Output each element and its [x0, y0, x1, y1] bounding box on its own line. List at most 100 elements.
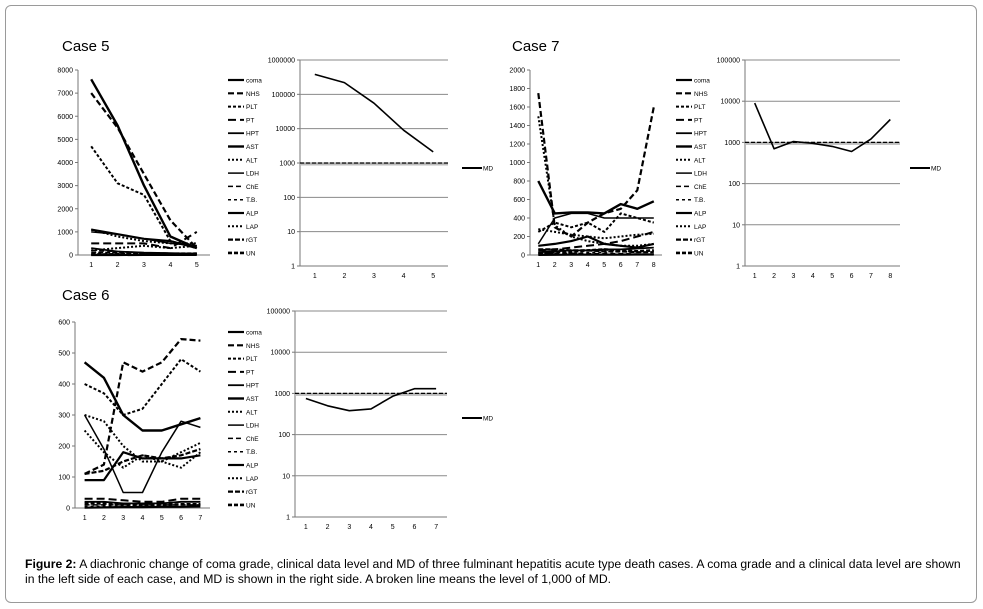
- x-tick-label: 8: [652, 262, 656, 269]
- x-tick-label: 3: [372, 273, 376, 280]
- y-tick-label: 10: [287, 229, 295, 236]
- series-line-alp: [538, 235, 655, 249]
- x-tick-label: 1: [753, 273, 757, 280]
- legend-label: LAP: [694, 224, 706, 231]
- y-tick-label: 100000: [272, 92, 295, 99]
- y-tick-label: 0: [69, 253, 73, 260]
- x-tick-label: 3: [121, 515, 125, 522]
- legend-label: coma: [246, 330, 262, 337]
- series-line-ldh: [83, 414, 201, 494]
- x-tick-label: 3: [347, 524, 351, 531]
- legend-label: PLT: [694, 104, 705, 111]
- y-tick-label: 200: [513, 234, 525, 241]
- y-tick-label: 4000: [57, 160, 73, 167]
- y-tick-label: 2000: [57, 206, 73, 213]
- legend-label: PT: [694, 117, 702, 124]
- legend-label: LDH: [694, 171, 707, 178]
- legend-label: ALT: [246, 157, 257, 164]
- legend-label: rGT: [694, 237, 705, 244]
- legend-label: NHS: [694, 91, 708, 98]
- series-line-alp: [91, 228, 198, 250]
- legend-label: UN: [694, 250, 704, 257]
- y-tick-label: 0: [66, 506, 70, 513]
- chart-title: Case 5: [62, 38, 110, 55]
- y-tick-label: 1000: [509, 160, 525, 167]
- x-tick-label: 7: [635, 262, 639, 269]
- series-line-un: [84, 502, 201, 507]
- series-line-nhs: [537, 92, 655, 238]
- caption-text: A diachronic change of coma grade, clini…: [25, 557, 961, 586]
- y-tick-label: 1: [736, 264, 740, 271]
- y-tick-label: 500: [58, 351, 70, 358]
- series-line-rgt: [84, 448, 201, 475]
- legend-label: AST: [694, 144, 707, 151]
- case5-md-chart: 1 10 100 1000 10000 100000 1000000 1 2 3 4 5 MD: [268, 58, 494, 281]
- legend-label: T.B.: [246, 449, 257, 456]
- x-tick-label: 3: [791, 273, 795, 280]
- y-tick-label: 1000: [274, 391, 290, 398]
- series-line-alt: [537, 116, 654, 247]
- series-line-lap: [83, 429, 202, 469]
- series-line-ast: [83, 361, 201, 432]
- x-tick-label: 1: [89, 262, 93, 269]
- legend-label: rGT: [246, 237, 257, 244]
- series-line-ast: [90, 78, 198, 250]
- y-tick-label: 100000: [717, 58, 740, 65]
- legend-label: NHS: [246, 91, 260, 98]
- series-line-plt: [84, 358, 201, 416]
- x-tick-label: 2: [342, 273, 346, 280]
- x-tick-label: 4: [168, 262, 172, 269]
- legend-label: MD: [931, 166, 941, 173]
- legend-label: PLT: [246, 356, 257, 363]
- legend-label: PLT: [246, 104, 257, 111]
- x-tick-label: 7: [198, 515, 202, 522]
- x-tick-label: 4: [402, 273, 406, 280]
- y-tick-label: 100000: [267, 309, 290, 316]
- x-tick-label: 4: [586, 262, 590, 269]
- legend-label: ALP: [246, 463, 258, 470]
- y-tick-label: 10000: [721, 99, 741, 106]
- x-tick-label: 6: [619, 262, 623, 269]
- y-tick-label: 400: [513, 216, 525, 223]
- x-tick-label: 2: [326, 524, 330, 531]
- figure-caption: Figure 2: A diachronic change of coma gr…: [25, 557, 970, 587]
- x-tick-label: 4: [369, 524, 373, 531]
- y-tick-label: 600: [58, 320, 70, 327]
- x-tick-label: 6: [850, 273, 854, 280]
- chart-title: Case 6: [62, 287, 110, 304]
- legend-label: HPT: [694, 131, 707, 138]
- y-tick-label: 200: [58, 444, 70, 451]
- legend-label: ALP: [246, 211, 258, 218]
- y-tick-label: 1000: [279, 161, 295, 168]
- x-tick-label: 2: [102, 515, 106, 522]
- y-tick-label: 300: [58, 413, 70, 420]
- y-tick-label: 1: [291, 264, 295, 271]
- legend-label: MD: [483, 416, 493, 423]
- series-line-md: [314, 73, 434, 153]
- legend-label: AST: [246, 396, 259, 403]
- legend-label: HPT: [246, 383, 259, 390]
- legend-label: rGT: [246, 489, 257, 496]
- x-tick-label: 5: [195, 262, 199, 269]
- x-tick-label: 7: [869, 273, 873, 280]
- y-tick-label: 7000: [57, 91, 73, 98]
- x-tick-label: 1: [304, 524, 308, 531]
- y-tick-label: 6000: [57, 114, 73, 121]
- legend-label: PT: [246, 117, 254, 124]
- legend-label: ChE: [694, 184, 707, 191]
- series-line-hpt: [84, 500, 201, 505]
- y-tick-label: 10000: [276, 126, 296, 133]
- series-line-pt: [84, 497, 201, 503]
- y-tick-label: 1: [286, 515, 290, 522]
- x-tick-label: 4: [141, 515, 145, 522]
- x-tick-label: 8: [888, 273, 892, 280]
- y-tick-label: 10000: [271, 350, 291, 357]
- y-tick-label: 1600: [509, 105, 525, 112]
- legend-label: ChE: [246, 184, 259, 191]
- x-tick-label: 2: [772, 273, 776, 280]
- series-line-pt: [538, 230, 655, 252]
- x-tick-label: 5: [160, 515, 164, 522]
- y-tick-label: 10: [282, 473, 290, 480]
- x-tick-label: 7: [434, 524, 438, 531]
- legend-label: T.B.: [246, 197, 257, 204]
